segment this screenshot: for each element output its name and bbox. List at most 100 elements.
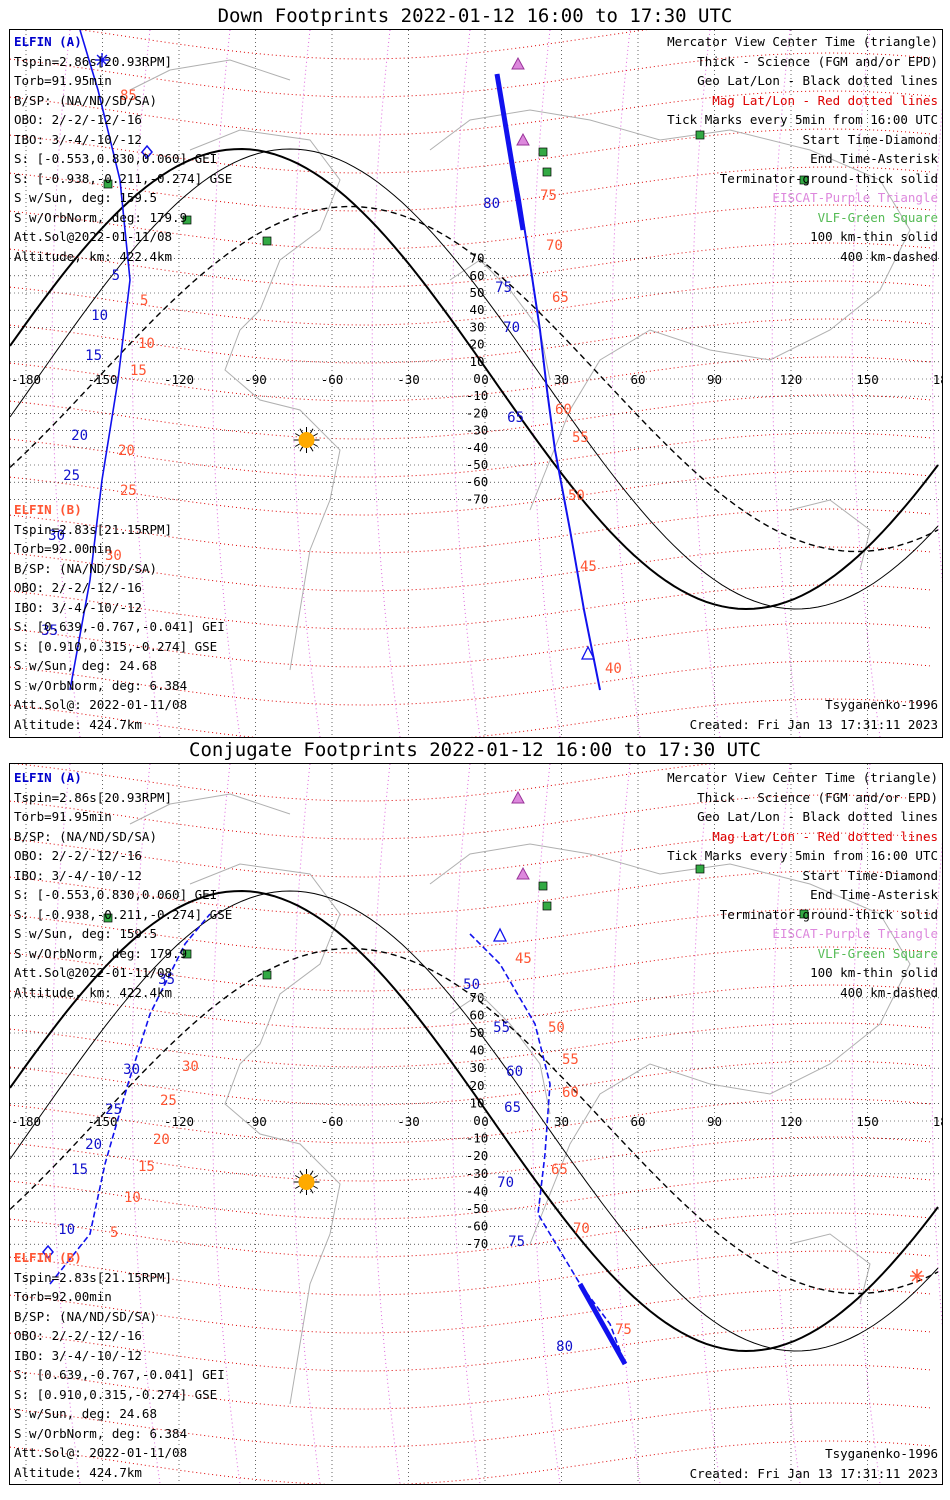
coastline bbox=[189, 129, 341, 671]
mag-lon-line bbox=[851, 764, 881, 1484]
lat-tick-label: 30 bbox=[469, 319, 484, 334]
vlf-square-icon bbox=[262, 970, 272, 980]
track-a-tick-label: 75 bbox=[508, 1234, 525, 1250]
lat-tick-label: 40 bbox=[469, 302, 484, 317]
info-line: IBO: 3/-4/-10/-12 bbox=[14, 131, 142, 147]
track-b-tick-label: 60 bbox=[562, 1085, 579, 1101]
lon-tick-label: 180 bbox=[933, 1114, 942, 1129]
track-a-tick-label: 70 bbox=[503, 320, 520, 336]
info-line: Att.Sol@: 2022-01-11/08 bbox=[14, 1445, 188, 1460]
lat-tick-label: -30 bbox=[466, 1166, 489, 1181]
lat-tick-label: 50 bbox=[469, 1025, 484, 1040]
legend-item: EISCAT-Purple Triangle bbox=[772, 926, 938, 941]
info-line: S w/Sun, deg: 24.68 bbox=[14, 658, 157, 673]
legend-item: Start Time-Diamond bbox=[802, 131, 938, 147]
panel-title-conjugate: Conjugate Footprints 2022-01-12 16:00 to… bbox=[189, 739, 761, 761]
info-line: Torb=91.95min bbox=[14, 809, 112, 824]
track-b-tick-label: 15 bbox=[138, 1159, 155, 1175]
info-line: Altitude: 424.7km bbox=[14, 716, 142, 732]
track-b-tick-label: 75 bbox=[540, 188, 557, 204]
eiscat-triangle-icon bbox=[511, 790, 525, 804]
track-b-tick-label: 60 bbox=[555, 402, 572, 418]
lon-tick-label: -30 bbox=[397, 372, 420, 387]
coastline bbox=[449, 259, 551, 381]
track-b-tick-label: 30 bbox=[182, 1059, 199, 1075]
info-line: Tspin=2.83s[21.15RPM] bbox=[14, 521, 173, 537]
legend-item: 100 km-thin solid bbox=[810, 229, 938, 244]
track-b-tick-label: 10 bbox=[124, 1190, 141, 1206]
info-line: Att.Sol@: 2022-01-11/08 bbox=[14, 697, 188, 712]
created-timestamp: Created: Fri Jan 13 17:31:11 2023 bbox=[689, 716, 938, 732]
track-b-tick-label: 5 bbox=[140, 293, 148, 309]
vlf-square-icon bbox=[103, 913, 113, 923]
track-b-tick-label: 45 bbox=[515, 951, 532, 967]
coastline bbox=[789, 1233, 871, 1305]
science-segment bbox=[577, 1282, 628, 1366]
mag-lon-line bbox=[531, 30, 561, 737]
info-line: B/SP: (NA/ND/SD/SA) bbox=[14, 92, 157, 108]
mag-lon-line bbox=[691, 764, 721, 1484]
map-canvas: -180-150-120-90-60-300306090120150180706… bbox=[10, 30, 942, 737]
lon-tick-label: 30 bbox=[554, 372, 569, 387]
info-line: IBO: 3/-4/-10/-12 bbox=[14, 867, 142, 883]
vlf-square-icon bbox=[103, 179, 113, 189]
lon-tick-label: 90 bbox=[707, 372, 722, 387]
info-line: Tspin=2.83s[21.15RPM] bbox=[14, 1269, 173, 1285]
vlf-square-icon bbox=[542, 167, 552, 177]
legend-item: Start Time-Diamond bbox=[802, 867, 938, 883]
model-label: Tsyganenko-1996 bbox=[825, 1446, 938, 1461]
legend-item: 400 km-dashed bbox=[840, 248, 938, 264]
info-line: OBO: 2/-2/-12/-16 bbox=[14, 580, 142, 595]
track-a-tick-label: 70 bbox=[497, 1175, 514, 1191]
lon-tick-label: -150 bbox=[87, 372, 117, 387]
mag-lon-line bbox=[291, 764, 321, 1484]
footer-info: Tsyganenko-1996 Created: Fri Jan 13 17:3… bbox=[690, 695, 938, 734]
lat-tick-label: -10 bbox=[466, 388, 489, 403]
legend-item: End Time-Asterisk bbox=[810, 151, 938, 166]
terminator-ground bbox=[10, 889, 939, 1353]
lat-tick-label: -30 bbox=[466, 423, 489, 438]
lat-tick-label: -50 bbox=[466, 1201, 489, 1216]
legend-item: Mercator View Center Time (triangle) bbox=[667, 770, 938, 785]
coastline bbox=[429, 843, 911, 1245]
track-a-tick-label: 30 bbox=[48, 528, 65, 544]
elfin-a-track-secondary bbox=[49, 913, 211, 1285]
legend-item: Mag Lat/Lon - Red dotted lines bbox=[712, 92, 938, 108]
track-a-tick-label: 35 bbox=[158, 972, 175, 988]
lat-tick-label: 50 bbox=[469, 285, 484, 300]
lat-tick-label: 70 bbox=[469, 990, 484, 1005]
lon-tick-label: 60 bbox=[630, 372, 645, 387]
track-b-tick-label: 75 bbox=[615, 1322, 632, 1338]
lat-tick-label: 20 bbox=[469, 1078, 484, 1093]
elfin-a-info: ELFIN (A) Tspin=2.86s[20.93RPM] Torb=91.… bbox=[14, 32, 232, 266]
legend-item: Mercator View Center Time (triangle) bbox=[667, 34, 938, 49]
track-b-tick-label: 70 bbox=[573, 1221, 590, 1237]
info-line: Torb=92.00min bbox=[14, 541, 112, 556]
elfin-a-track bbox=[469, 933, 626, 1365]
lon-tick-label: -60 bbox=[321, 1114, 344, 1129]
legend-item: End Time-Asterisk bbox=[810, 887, 938, 902]
elfin-b-info: ELFIN (B) Tspin=2.83s[21.15RPM] Torb=92.… bbox=[14, 1248, 225, 1482]
track-b-tick-label: 30 bbox=[105, 548, 122, 564]
coastline bbox=[789, 499, 871, 571]
info-line: OBO: 2/-2/-12/-16 bbox=[14, 112, 142, 127]
vlf-square-icon bbox=[799, 175, 809, 185]
legend-item: 100 km-thin solid bbox=[810, 965, 938, 980]
track-a-tick-label: 25 bbox=[63, 468, 80, 484]
lon-tick-label: -120 bbox=[164, 372, 194, 387]
lon-tick-label: 120 bbox=[780, 372, 803, 387]
model-label: Tsyganenko-1996 bbox=[825, 697, 938, 712]
legend-item: Thick - Science (FGM and/or EPD) bbox=[697, 789, 938, 805]
lat-tick-label: 40 bbox=[469, 1043, 484, 1058]
lat-tick-label: -70 bbox=[466, 1236, 489, 1251]
track-a-tick-label: 50 bbox=[463, 977, 480, 993]
lat-tick-label: 60 bbox=[469, 268, 484, 283]
legend-item: Mag Lat/Lon - Red dotted lines bbox=[712, 828, 938, 844]
info-line: Att.Sol@2022-01-11/08 bbox=[14, 229, 173, 244]
track-a-tick-label: 15 bbox=[71, 1162, 88, 1178]
eiscat-triangle-icon bbox=[516, 132, 530, 146]
end-asterisk-icon bbox=[910, 1269, 924, 1283]
info-line: S w/OrbNorm, deg: 179.9 bbox=[14, 209, 188, 225]
lon-tick-label: 150 bbox=[856, 1114, 879, 1129]
lat-tick-label: 0 bbox=[473, 1113, 481, 1128]
